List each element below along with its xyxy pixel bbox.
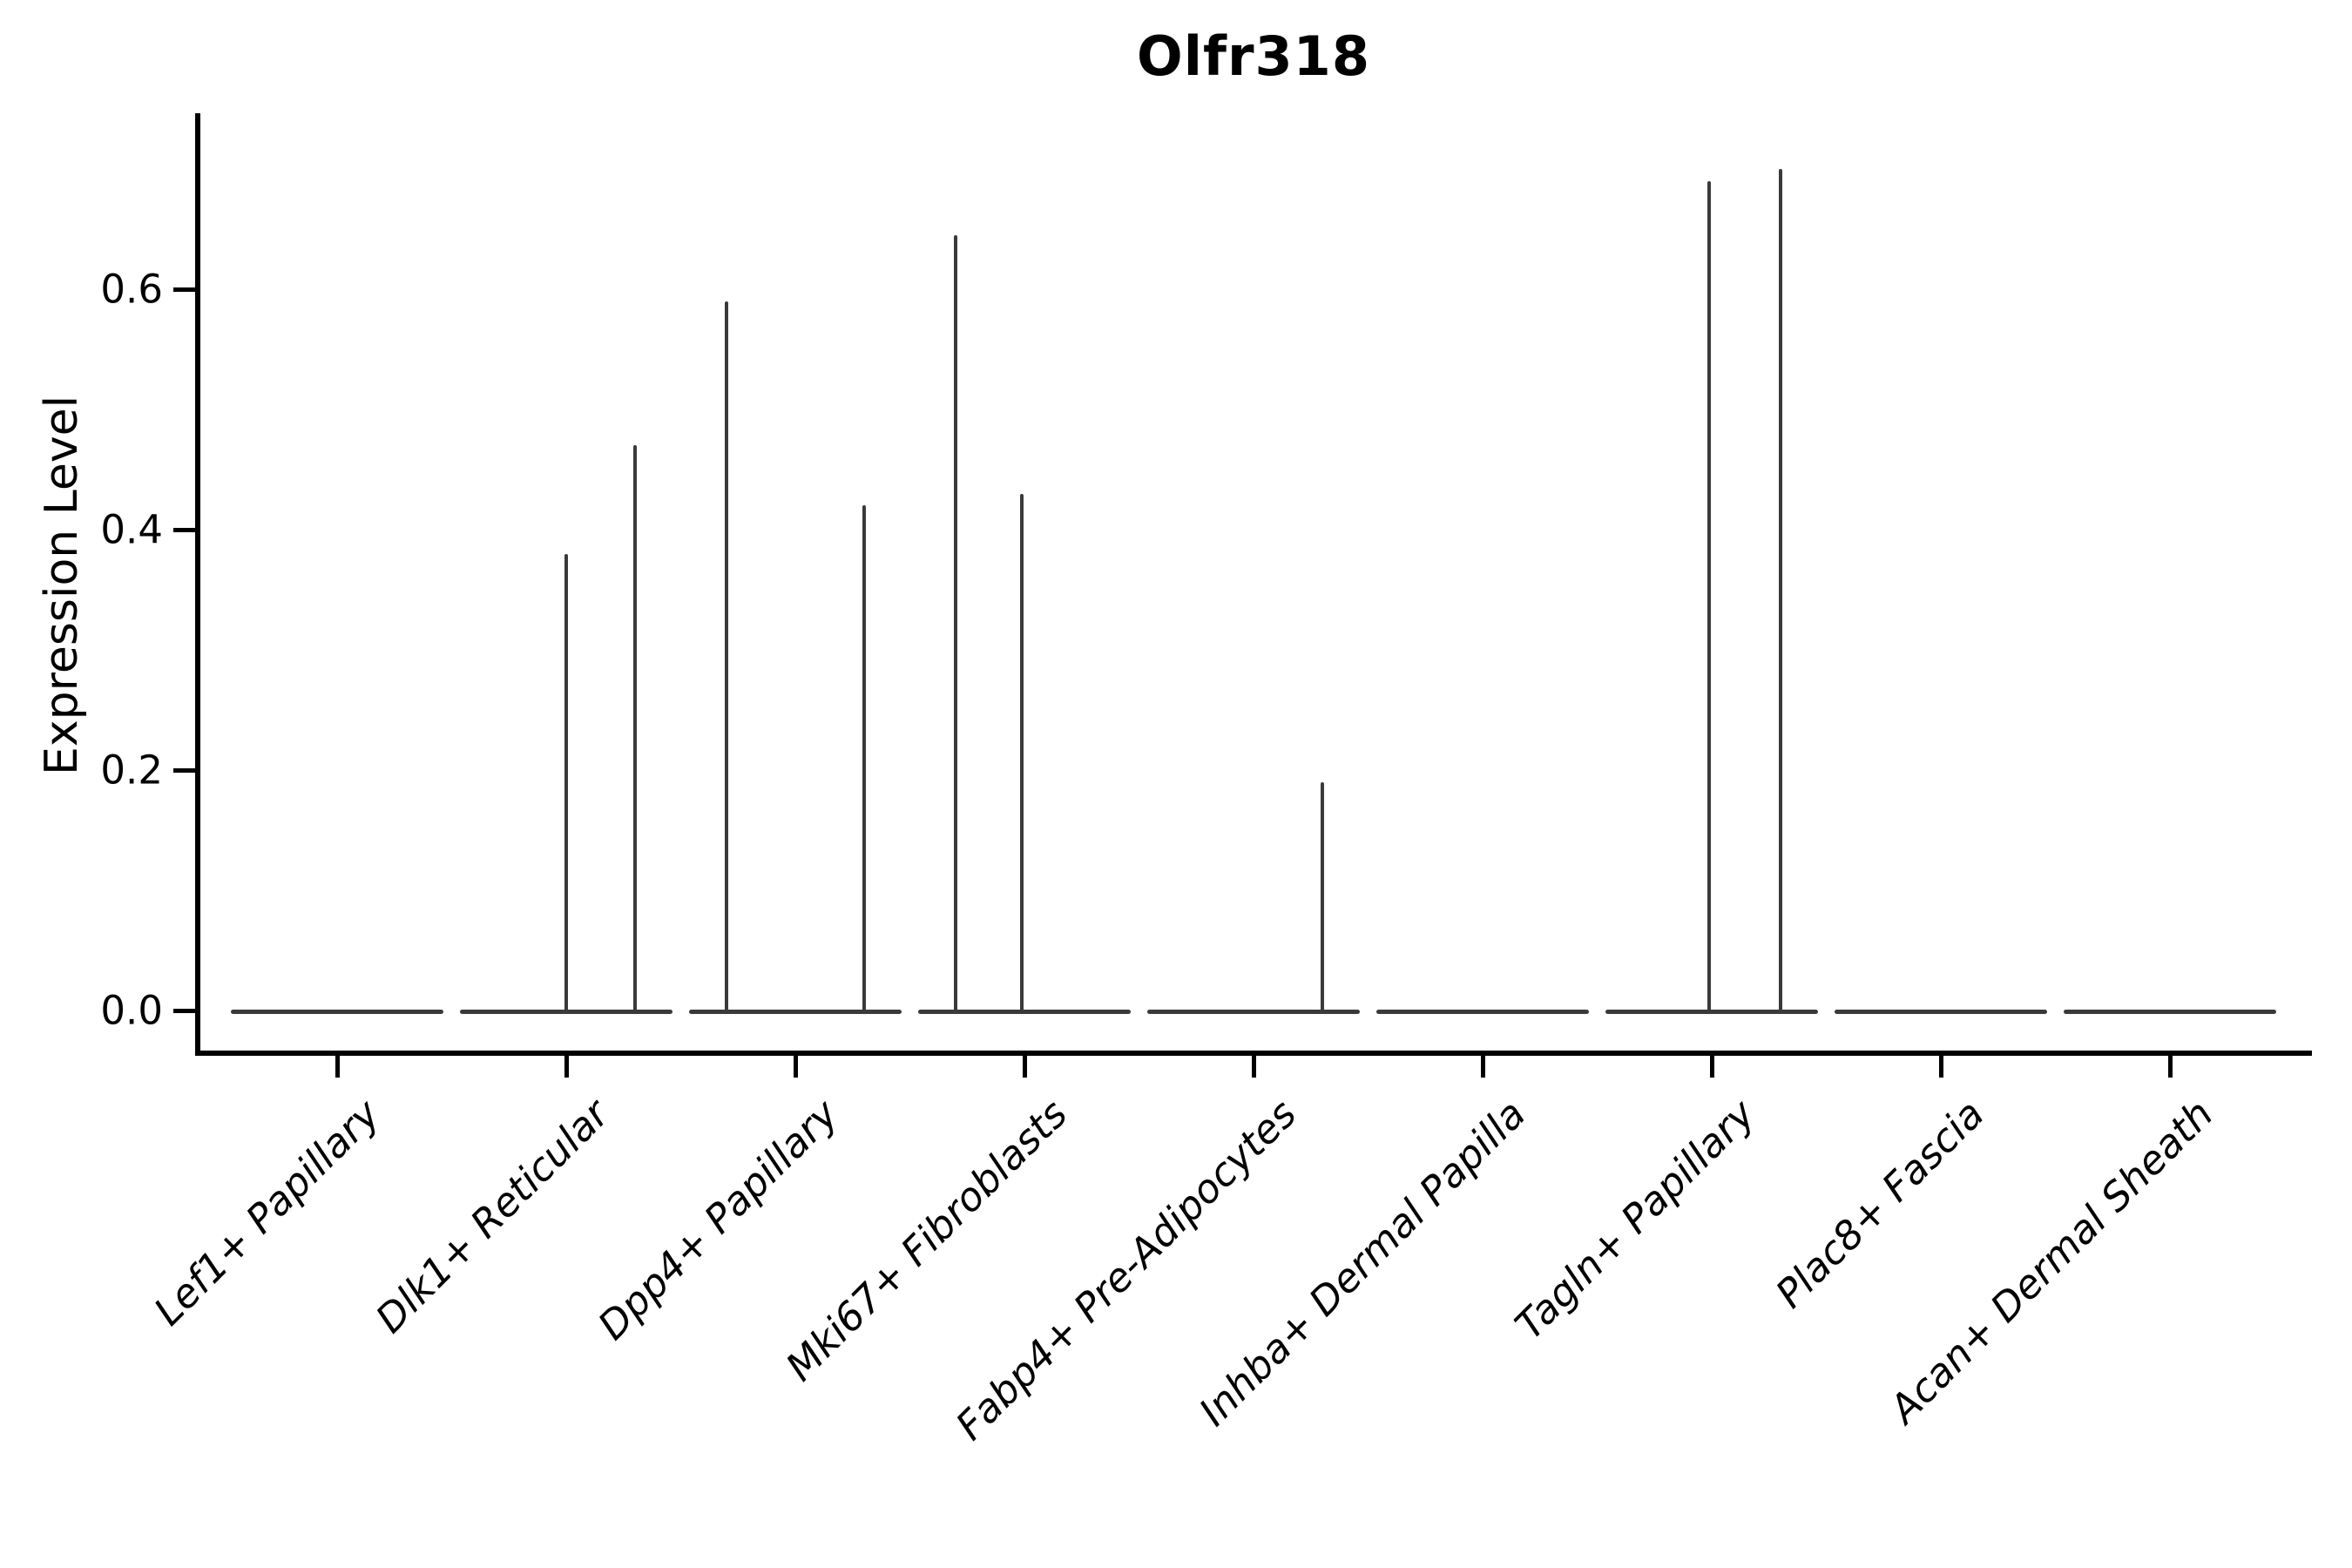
violin-spike xyxy=(954,234,958,1013)
x-tick xyxy=(1480,1056,1485,1078)
y-tick xyxy=(173,1008,195,1013)
y-tick-label: 0.4 xyxy=(100,506,163,553)
violin-spike xyxy=(725,301,729,1013)
violin-spike xyxy=(632,445,637,1013)
y-axis-spine xyxy=(195,113,200,1056)
violin-baseline xyxy=(1605,1009,1818,1014)
x-tick xyxy=(335,1056,340,1078)
violin-baseline xyxy=(231,1009,443,1014)
x-tick xyxy=(2167,1056,2173,1078)
violin-spike xyxy=(862,505,866,1013)
y-tick-label: 0.6 xyxy=(100,266,163,313)
x-tick-label: Dlk1+ Reticular xyxy=(367,1091,618,1342)
y-axis-label: Expression Level xyxy=(36,395,88,776)
x-tick xyxy=(1938,1056,1943,1078)
x-tick-label: Lef1+ Papillary xyxy=(145,1091,389,1335)
y-tick xyxy=(173,527,195,532)
violin-spike xyxy=(1020,493,1024,1013)
violin-spike xyxy=(1320,781,1324,1013)
y-tick xyxy=(173,767,195,773)
x-tick xyxy=(1022,1056,1027,1078)
x-tick xyxy=(1251,1056,1256,1078)
violin-baseline xyxy=(2064,1009,2276,1014)
y-tick-label: 0.0 xyxy=(100,987,163,1034)
violin-spike xyxy=(564,553,568,1013)
x-tick-label: Tagln+ Papillary xyxy=(1505,1091,1764,1348)
x-tick xyxy=(793,1056,798,1078)
chart-title: Olfr318 xyxy=(1137,24,1370,88)
x-tick-label: Dpp4+ Papillary xyxy=(589,1091,848,1349)
violin-baseline xyxy=(1376,1009,1589,1014)
violin-spike xyxy=(1707,180,1712,1013)
violin-baseline xyxy=(1147,1009,1360,1014)
x-tick-label: Plac8+ Fascia xyxy=(1766,1091,1993,1317)
y-tick xyxy=(173,287,195,292)
violin-spike xyxy=(1778,169,1782,1013)
x-tick xyxy=(1709,1056,1714,1078)
violin-baseline xyxy=(689,1009,902,1014)
x-axis-spine xyxy=(195,1051,2312,1056)
y-tick-label: 0.2 xyxy=(100,747,163,794)
x-tick xyxy=(564,1056,569,1078)
violin-baseline xyxy=(918,1009,1131,1014)
violin-baseline xyxy=(1835,1009,2047,1014)
